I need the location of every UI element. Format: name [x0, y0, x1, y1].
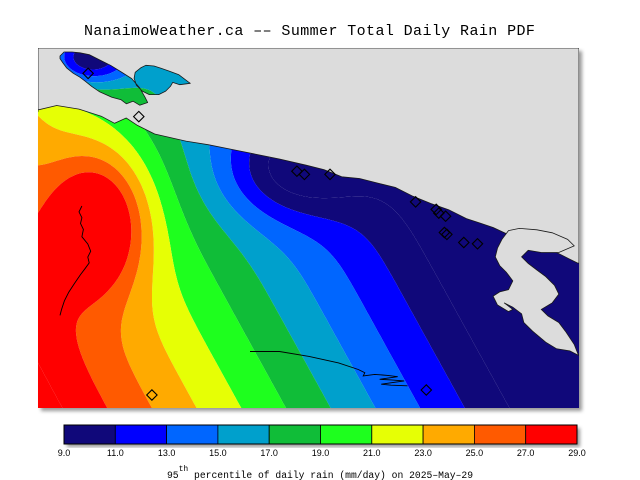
svg-text:15.0: 15.0: [209, 448, 227, 458]
svg-text:11.0: 11.0: [107, 448, 124, 458]
svg-text:21.0: 21.0: [363, 448, 381, 458]
svg-text:23.0: 23.0: [414, 448, 432, 458]
svg-text:27.0: 27.0: [517, 448, 535, 458]
svg-text:13.0: 13.0: [158, 448, 176, 458]
svg-text:25.0: 25.0: [466, 448, 484, 458]
svg-text:17.0: 17.0: [260, 448, 278, 458]
svg-text:29.0: 29.0: [568, 448, 586, 458]
svg-text:9.0: 9.0: [58, 448, 71, 458]
svg-text:19.0: 19.0: [312, 448, 330, 458]
